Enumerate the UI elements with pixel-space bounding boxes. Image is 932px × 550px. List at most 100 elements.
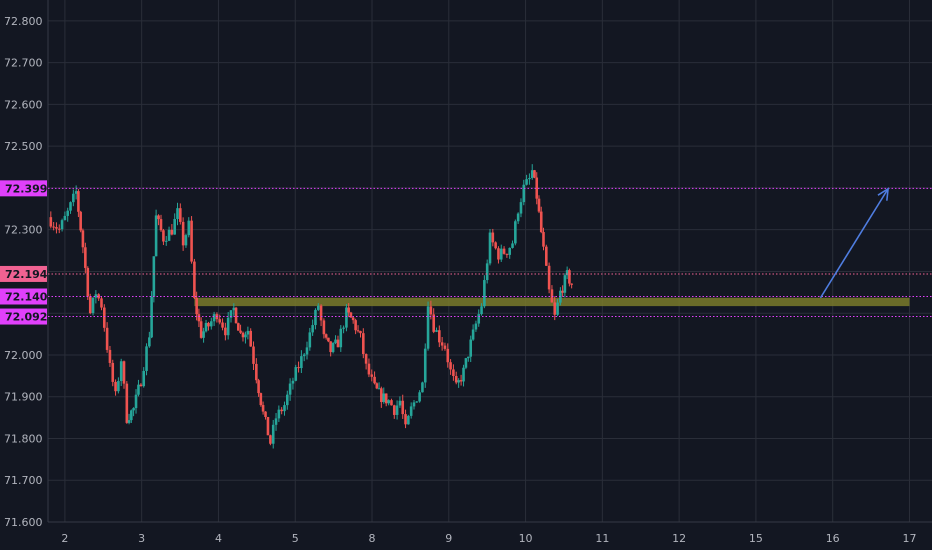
y-tick-label: 71.700 [4, 474, 43, 487]
candle-body [105, 327, 109, 350]
y-tick-label: 72.300 [4, 224, 43, 237]
candle-body [449, 362, 452, 370]
candle-body [324, 334, 328, 338]
candle-body [77, 191, 80, 212]
candle-body [528, 178, 531, 180]
candle-body [239, 330, 242, 333]
y-tick-label: 72.000 [4, 349, 43, 362]
candle-body [421, 382, 424, 393]
trend-arrow-head [877, 187, 890, 201]
candle-body [108, 349, 112, 363]
candle-body [322, 320, 326, 335]
candle-body [86, 267, 90, 297]
candle-body [547, 265, 551, 290]
candle-body [148, 337, 151, 347]
candle-body [91, 297, 95, 314]
candle-body [221, 322, 224, 328]
candle-body [176, 208, 179, 219]
candle-body [283, 405, 286, 412]
y-tick-label: 71.600 [4, 516, 43, 529]
candle-body [347, 307, 350, 313]
candle-body [550, 289, 554, 303]
candle-body [181, 221, 185, 246]
trend-arrow-layer [819, 187, 890, 299]
candle-body [246, 330, 250, 335]
candle-body [132, 408, 135, 411]
price-label: 72.092 [5, 311, 47, 324]
candle-body [508, 247, 512, 255]
candle-body [218, 319, 222, 323]
candle-body [173, 218, 176, 235]
candle-body [232, 307, 236, 311]
candle-body [274, 418, 278, 425]
y-tick-label: 72.500 [4, 140, 43, 153]
candle-body [392, 405, 396, 415]
candle-body [300, 356, 303, 369]
candle-body [556, 302, 559, 315]
candle-body [111, 362, 115, 382]
candle-body [319, 305, 323, 321]
candle-body [162, 230, 165, 242]
candle-body [145, 346, 148, 371]
candle-body [387, 400, 390, 404]
y-tick-label: 71.800 [4, 432, 43, 445]
x-axis: 2 3 4 5 8 9 10 11 12 15 16 17 [61, 532, 916, 545]
candle-body [209, 321, 213, 327]
candle-body [474, 323, 478, 330]
candle-body [373, 376, 376, 384]
candle-body [249, 330, 253, 347]
candle-body [69, 202, 72, 211]
x-tick-label: 8 [369, 532, 376, 545]
candle-body [370, 374, 374, 377]
price-label-bg [0, 265, 47, 282]
y-tick-label: 72.700 [4, 57, 43, 70]
candle-body [252, 346, 255, 364]
candle-body [94, 294, 98, 298]
candle-body [452, 369, 455, 377]
price-label-bg [0, 180, 47, 197]
candle-body [142, 370, 146, 387]
candle-body [443, 345, 447, 349]
candle-body [66, 210, 70, 216]
candle-body [190, 220, 193, 262]
candle-body [134, 394, 138, 409]
candle-body [55, 227, 58, 229]
candle-body [127, 420, 131, 423]
candle-body [401, 400, 405, 415]
candle-body [266, 416, 270, 436]
candle-body [157, 215, 160, 220]
candle-body [505, 253, 509, 255]
y-tick-label: 71.900 [4, 391, 43, 404]
candle-body [229, 310, 233, 318]
candle-body [404, 414, 407, 425]
candle-body [511, 243, 514, 248]
trend-arrow-shaft [819, 188, 889, 299]
candle-body [74, 191, 78, 194]
candle-body [152, 256, 156, 297]
price-labels: 72.399 72.194 72.140 72.092 [0, 180, 48, 325]
candle-body [52, 226, 55, 228]
candle-body [537, 198, 541, 212]
candle-body [459, 380, 463, 382]
candle-body [291, 380, 295, 384]
candle-body [485, 263, 489, 281]
candle-body [342, 327, 345, 329]
candle-body [234, 307, 238, 324]
candle-body [241, 332, 245, 338]
candle-body [72, 193, 75, 203]
candle-body [345, 307, 348, 328]
candle-body [377, 388, 381, 390]
candle-body [195, 297, 198, 315]
candle-body [226, 317, 230, 336]
candle-body [477, 314, 481, 324]
candle-body [237, 323, 240, 331]
candle-body [440, 342, 444, 346]
candle-body [269, 435, 272, 444]
candle-body [207, 322, 210, 327]
x-tick-label: 11 [595, 532, 609, 545]
candle-body [257, 380, 260, 394]
candle-body [565, 270, 569, 276]
candle-body [79, 211, 82, 231]
candle-body [212, 314, 216, 322]
candle-body [150, 296, 153, 338]
